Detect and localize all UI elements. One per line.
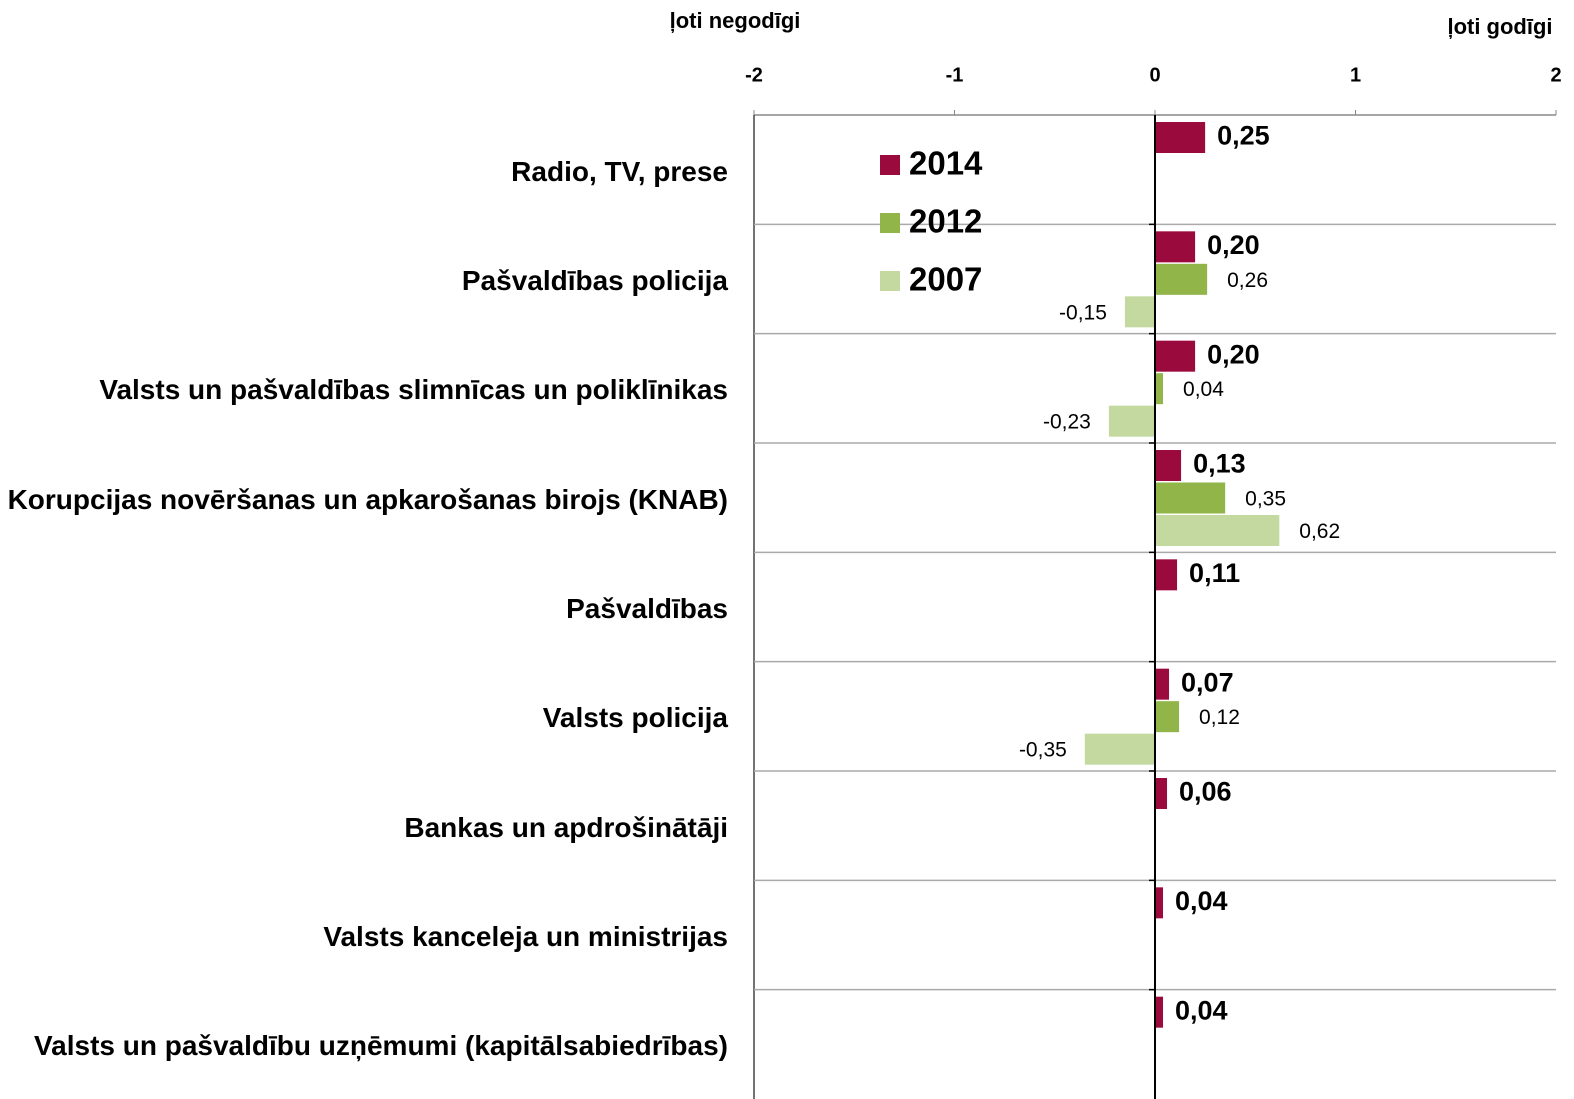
x-tick-label: -2 <box>745 64 763 86</box>
legend-swatch <box>880 155 900 175</box>
data-label: 0,06 <box>1179 777 1232 807</box>
category-label-box: Valsts policija <box>0 701 728 735</box>
bar <box>1155 668 1170 700</box>
data-label: 0,04 <box>1175 886 1228 916</box>
category-label: Radio, TV, prese <box>511 155 728 187</box>
bar <box>1155 778 1168 809</box>
category-label: Pašvaldības <box>566 593 728 624</box>
category-label-box: Valsts un pašvaldību uzņēmumi (kapitālsa… <box>0 1029 728 1063</box>
x-tick-label: 2 <box>1550 64 1561 86</box>
bar <box>1155 482 1226 514</box>
category-label: Valsts kanceleja un ministrijas <box>323 921 728 952</box>
data-label: 0,11 <box>1189 558 1240 588</box>
category-label-box: Valsts kanceleja un ministrijas <box>0 920 728 954</box>
category-label-box: Pašvaldības <box>0 592 728 626</box>
bar <box>1155 701 1180 733</box>
data-label: 0,20 <box>1207 230 1260 260</box>
category-label-box: Valsts un pašvaldības slimnīcas un polik… <box>0 373 728 407</box>
data-label: 0,04 <box>1183 378 1224 401</box>
x-tick-label: 1 <box>1350 64 1361 86</box>
category-label-box: Radio, TV, prese <box>0 155 728 189</box>
category-label: Valsts un pašvaldību uzņēmumi (kapitālsa… <box>34 1030 728 1062</box>
bar <box>1155 263 1208 295</box>
legend-label: 2012 <box>909 203 982 240</box>
legend-label: 2014 <box>909 145 983 182</box>
right-axis-label: ļoti godīgi <box>1447 14 1552 39</box>
bar <box>1155 231 1196 263</box>
data-label: 0,25 <box>1217 121 1270 151</box>
bar <box>1155 559 1178 591</box>
category-label-box: Bankas un apdrošinātāji <box>0 811 728 845</box>
data-label: -0,15 <box>1059 301 1107 324</box>
bar <box>1155 373 1164 405</box>
data-label: 0,04 <box>1175 995 1228 1025</box>
bar <box>1155 340 1196 372</box>
left-axis-label: ļoti negodīgi <box>670 8 801 33</box>
data-label: 0,35 <box>1245 488 1286 511</box>
bar <box>1124 296 1155 328</box>
bar <box>1155 887 1164 919</box>
category-label: Valsts policija <box>542 702 728 734</box>
data-label: 0,12 <box>1199 706 1240 729</box>
bar <box>1155 450 1182 481</box>
x-tick-label: 0 <box>1149 64 1160 86</box>
category-label-box: Pašvaldības policija <box>0 264 728 298</box>
category-label: Korupcijas novēršanas un apkarošanas bir… <box>7 483 728 515</box>
data-label: 0,26 <box>1227 269 1268 292</box>
bar <box>1155 996 1164 1028</box>
data-label: 0,62 <box>1299 520 1340 543</box>
category-label: Bankas un apdrošinātāji <box>404 811 728 843</box>
legend-swatch <box>880 213 900 233</box>
data-label: 0,13 <box>1193 449 1246 479</box>
data-label: 0,07 <box>1181 667 1234 697</box>
category-label-box: Korupcijas novēršanas un apkarošanas bir… <box>0 483 728 517</box>
data-label: 0,20 <box>1207 339 1260 369</box>
x-tick-label: -1 <box>946 64 964 86</box>
bar <box>1108 405 1155 437</box>
data-label: -0,35 <box>1019 739 1067 762</box>
bar <box>1155 515 1280 546</box>
data-label: -0,23 <box>1043 411 1091 434</box>
legend-swatch <box>880 271 900 291</box>
bar <box>1155 122 1206 153</box>
legend-label: 2007 <box>909 261 982 298</box>
bar <box>1084 733 1155 765</box>
category-label: Pašvaldības policija <box>461 265 728 296</box>
category-label: Valsts un pašvaldības slimnīcas un polik… <box>99 374 728 406</box>
